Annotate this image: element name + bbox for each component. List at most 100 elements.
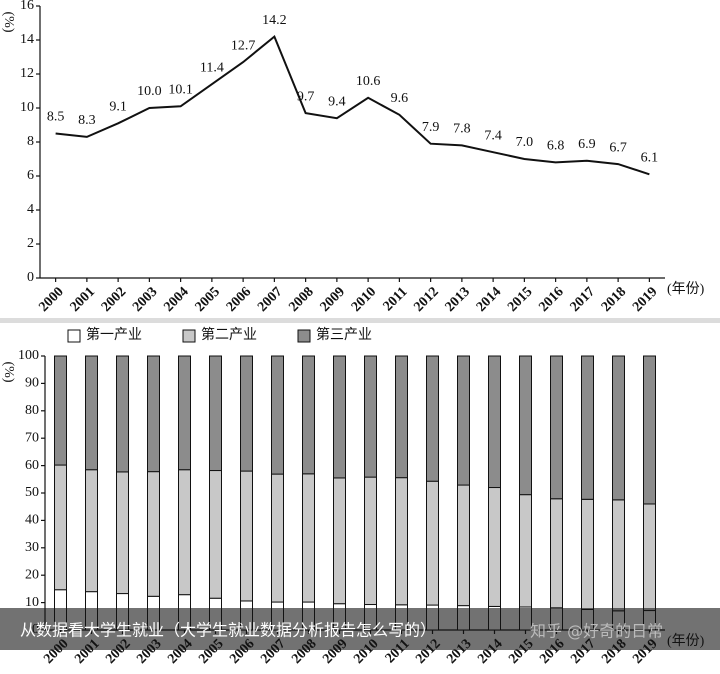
- x-tick-label: 2019: [630, 284, 660, 314]
- y-tick-label: 60: [25, 458, 39, 473]
- x-tick-label: 2004: [161, 284, 191, 314]
- bar-segment: [240, 470, 253, 602]
- legend-swatch: [67, 329, 81, 343]
- bar-segment: [488, 355, 501, 489]
- bar-segment: [116, 471, 129, 595]
- data-label: 7.8: [453, 122, 471, 137]
- x-tick-label: 2000: [36, 284, 66, 314]
- bar-segment: [302, 473, 315, 603]
- data-label: 6.9: [578, 137, 596, 152]
- bar-segment: [85, 355, 98, 471]
- y-tick-label: 40: [25, 513, 39, 528]
- y-tick-label: 16: [20, 0, 34, 13]
- data-label: 9.6: [391, 91, 409, 106]
- bar-segment: [147, 471, 160, 597]
- y-tick-label: 30: [25, 540, 39, 555]
- y-tick-label: 14: [20, 32, 34, 47]
- bar-segment: [209, 355, 222, 472]
- bar-segment: [333, 355, 346, 479]
- bar-segment: [147, 355, 160, 473]
- bar-segment: [550, 355, 563, 500]
- y-tick-label: 8: [27, 134, 34, 149]
- y-tick-label: 0: [27, 270, 34, 285]
- data-label: 9.7: [297, 89, 315, 104]
- x-tick-label: 2015: [505, 284, 535, 314]
- data-label: 6.7: [609, 140, 627, 155]
- y-tick-label: 20: [25, 567, 39, 582]
- bar-segment: [426, 355, 439, 482]
- bar-segment: [643, 503, 656, 612]
- data-label: 14.2: [262, 13, 287, 28]
- data-label: 10.0: [137, 84, 162, 99]
- bar-segment: [240, 355, 253, 472]
- x-tick-label: 2011: [381, 284, 411, 314]
- data-label: 8.3: [78, 113, 96, 128]
- y-axis-label: (%): [1, 362, 16, 383]
- x-tick-label: 2002: [99, 284, 129, 314]
- legend-label: 第一产业: [86, 326, 142, 343]
- x-tick-label: 2017: [568, 284, 598, 314]
- bar-segment: [488, 487, 501, 607]
- data-label: 7.4: [484, 128, 502, 143]
- data-label: 10.1: [168, 83, 193, 98]
- bar-segment: [271, 473, 284, 603]
- caption-bar: [0, 608, 720, 650]
- data-label: 11.4: [200, 60, 224, 75]
- bar-segment: [519, 355, 532, 496]
- y-tick-label: 70: [25, 430, 39, 445]
- bar-segment: [395, 355, 408, 479]
- bar-segment: [54, 464, 67, 591]
- bar-segment: [271, 355, 284, 475]
- bar-segment: [395, 477, 408, 606]
- x-tick-label: 2009: [318, 284, 348, 314]
- data-label: 6.1: [641, 151, 659, 166]
- data-label: 6.8: [547, 139, 565, 154]
- bar-segment: [178, 355, 191, 471]
- y-tick-label: 90: [25, 376, 39, 391]
- legend-label: 第三产业: [316, 326, 372, 343]
- bar-segment: [643, 355, 656, 505]
- data-label: 8.5: [47, 110, 65, 125]
- bar-segment: [54, 355, 67, 466]
- bar-segment: [612, 355, 625, 501]
- data-label: 12.7: [231, 38, 256, 53]
- y-tick-label: 6: [27, 168, 34, 183]
- y-tick-label: 100: [18, 348, 39, 363]
- bar-segment: [426, 480, 439, 606]
- data-label: 9.1: [109, 100, 127, 115]
- bar-segment: [116, 355, 129, 473]
- y-tick-label: 2: [27, 236, 34, 251]
- x-tick-label: 2008: [286, 284, 316, 314]
- x-tick-label: 2005: [193, 284, 223, 314]
- x-tick-label: 2014: [474, 284, 504, 314]
- bar-segment: [85, 469, 98, 593]
- data-label: 7.9: [422, 120, 440, 135]
- x-tick-label: 2012: [411, 284, 441, 314]
- bar-segment: [209, 470, 222, 599]
- x-axis-label: (年份): [667, 281, 705, 297]
- y-tick-label: 10: [20, 100, 34, 115]
- x-tick-label: 2001: [68, 284, 98, 314]
- legend-label: 第二产业: [201, 326, 257, 343]
- watermark: 知乎 @好奇的日常: [530, 622, 663, 641]
- bar-segment: [457, 484, 470, 607]
- x-tick-label: 2018: [599, 284, 629, 314]
- bar-segment: [519, 494, 532, 608]
- legend-swatch: [297, 329, 311, 343]
- bar-segment: [581, 355, 594, 500]
- bar-segment: [612, 499, 625, 612]
- x-tick-label: 2007: [255, 284, 285, 314]
- x-tick-label: 2003: [130, 284, 160, 314]
- caption: 从数据看大学生就业（大学生就业数据分析报告怎么写的）: [20, 621, 436, 640]
- data-label: 9.4: [328, 94, 346, 109]
- x-tick-label: 2006: [224, 284, 254, 314]
- bar-segment: [364, 355, 377, 478]
- bar-segment: [457, 355, 470, 486]
- y-tick-label: 4: [27, 202, 34, 217]
- x-tick-label: 2013: [443, 284, 473, 314]
- y-tick-label: 80: [25, 403, 39, 418]
- bar-segment: [178, 469, 191, 596]
- y-tick-label: 12: [20, 66, 34, 81]
